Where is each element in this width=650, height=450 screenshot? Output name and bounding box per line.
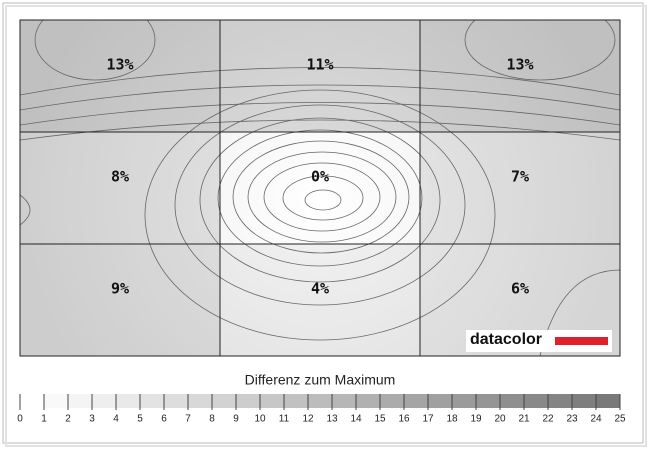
colorbar-swatch	[428, 394, 452, 408]
colorbar-tick-label: 11	[279, 414, 290, 425]
colorbar-tick-label: 13	[326, 414, 338, 425]
cell	[420, 20, 620, 132]
colorbar-swatch	[356, 394, 380, 408]
colorbar-swatch	[332, 394, 356, 408]
colorbar-tick-label: 12	[302, 414, 314, 425]
colorbar-swatch	[500, 394, 524, 408]
cell-label: 9%	[111, 280, 129, 298]
cell-label: 13%	[506, 56, 533, 74]
colorbar-tick-label: 3	[89, 414, 95, 425]
colorbar-tick-label: 22	[542, 414, 554, 425]
contour-line	[232, 140, 410, 254]
colorbar-swatch	[308, 394, 332, 408]
cells	[20, 20, 620, 356]
colorbar-tick-label: 4	[113, 414, 119, 425]
colorbar-swatch	[284, 394, 308, 408]
contour-line	[263, 162, 381, 232]
colorbar-swatch	[92, 394, 116, 408]
colorbar-tick-label: 18	[446, 414, 458, 425]
colorbar-tick-label: 0	[17, 414, 23, 425]
logo-bar	[555, 337, 608, 345]
cell	[420, 132, 620, 244]
colorbar-swatch	[212, 394, 236, 408]
contour-line	[174, 104, 466, 306]
colorbar-swatch	[116, 394, 140, 408]
contour-line	[34, 20, 156, 81]
colorbar-swatch	[596, 394, 620, 408]
logo-text: datacolor	[470, 331, 542, 348]
contour-line	[304, 189, 342, 211]
colorbar-tick-label: 23	[566, 414, 578, 425]
frame-shadow	[5, 5, 647, 447]
colorbar-tick-label: 24	[590, 414, 602, 425]
cell-label: 6%	[511, 280, 529, 298]
colorbar-tick-label: 16	[398, 414, 410, 425]
colorbar-tick-label: 2	[65, 414, 71, 425]
colorbar-swatch	[452, 394, 476, 408]
cell-label: 7%	[511, 168, 529, 186]
contour-line	[20, 67, 620, 96]
colorbar-swatch	[476, 394, 500, 408]
colorbar-tick-label: 7	[185, 414, 191, 425]
colorbar-tick-label: 15	[374, 414, 386, 425]
colorbar-tick-label: 8	[209, 414, 215, 425]
colorbar: 0 1 2 3 4 5 6 7 8 9 10 11 12 13 14 15 16 17 18 19 20 21 22 23 24…	[17, 394, 626, 425]
cell	[220, 20, 420, 132]
cell-label: 11%	[306, 56, 333, 74]
colorbar-swatch	[572, 394, 596, 408]
colorbar-tick-label: 19	[470, 414, 482, 425]
colorbar-tick-label: 25	[614, 414, 626, 425]
cell-label: 8%	[111, 168, 129, 186]
contours	[20, 20, 620, 356]
colorbar-tick-label: 1	[41, 414, 47, 425]
colorbar-swatch	[404, 394, 428, 408]
contour-line	[20, 84, 620, 111]
contour-line	[199, 117, 441, 283]
cell-label: 4%	[311, 280, 329, 298]
colorbar-swatch	[548, 394, 572, 408]
contour-line	[217, 129, 423, 267]
colorbar-tick-label: 17	[422, 414, 434, 425]
colorbar-swatch	[260, 394, 284, 408]
cell	[220, 244, 420, 356]
plot-border	[19, 19, 621, 357]
cell	[20, 132, 220, 244]
colorbar-tick-label: 14	[350, 414, 362, 425]
cell-label: 13%	[106, 56, 133, 74]
colorbar-swatch	[164, 394, 188, 408]
colorbar-tick-label: 10	[254, 414, 266, 425]
contour-line	[144, 89, 496, 341]
logo: datacolor	[466, 330, 612, 352]
grid	[20, 20, 620, 356]
cell-label: 0%	[311, 168, 329, 186]
colorbar-tick-label: 21	[518, 414, 530, 425]
contour-line	[282, 175, 364, 221]
colorbar-tick-label: 5	[137, 414, 143, 425]
colorbar-swatch	[524, 394, 548, 408]
colorbar-swatch	[140, 394, 164, 408]
colorbar-swatch	[44, 394, 68, 408]
contour-line	[20, 102, 620, 126]
colorbar-tick-label: 6	[161, 414, 167, 425]
colorbar-swatch	[236, 394, 260, 408]
contour-line	[464, 20, 616, 81]
cell	[20, 20, 220, 132]
colorbar-title: Differenz zum Maximum	[245, 372, 396, 388]
contour-line	[20, 194, 31, 226]
colorbar-tick-label: 20	[494, 414, 506, 425]
colorbar-swatch	[20, 394, 44, 408]
colorbar-swatch	[68, 394, 92, 408]
contour-line	[247, 151, 397, 243]
colorbar-tick-label: 9	[233, 414, 239, 425]
logo-background	[466, 330, 612, 352]
colorbar-swatch	[188, 394, 212, 408]
cell	[20, 244, 220, 356]
colorbar-swatch	[380, 394, 404, 408]
contour-line	[20, 119, 620, 141]
cell	[220, 132, 420, 244]
